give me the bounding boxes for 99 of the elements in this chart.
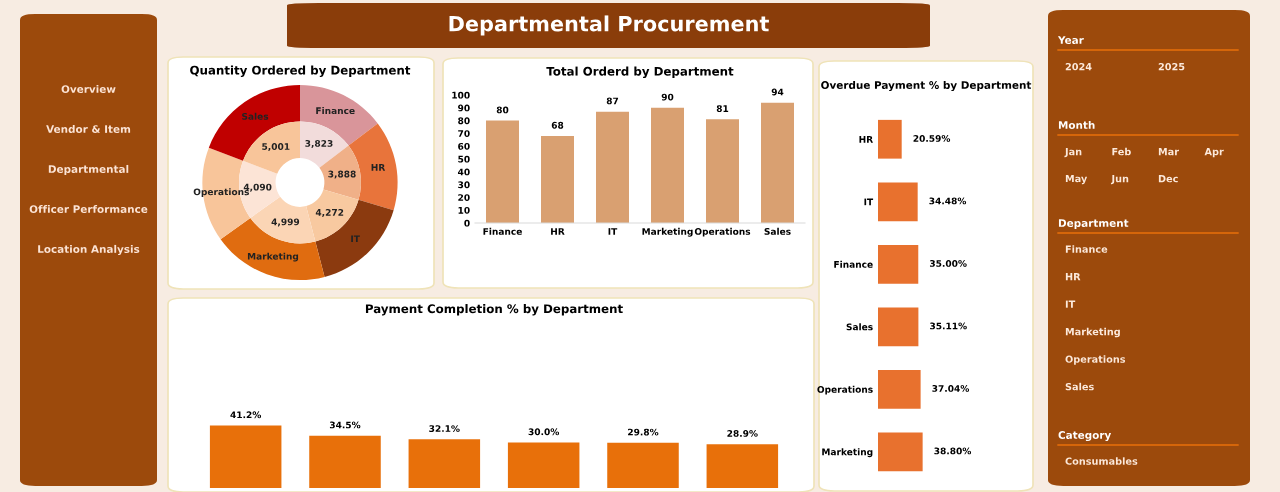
slice-label: Sales xyxy=(242,112,269,120)
data-label: 29.8% xyxy=(628,428,659,436)
slice-label: IT xyxy=(351,235,360,242)
text: Department xyxy=(1058,219,1129,230)
bar xyxy=(651,107,684,223)
text: HR xyxy=(1065,273,1081,281)
y-tick-label: Operations xyxy=(817,385,873,395)
bar xyxy=(878,307,919,347)
data-label: 4,999 xyxy=(271,218,300,227)
y-tick-label: 20 xyxy=(458,194,470,201)
bar xyxy=(761,102,794,223)
text: Vendor & Item xyxy=(46,124,131,134)
data-label: 41.2% xyxy=(230,411,262,419)
y-tick-label: 90 xyxy=(458,104,470,112)
bar xyxy=(541,135,574,223)
y-tick-label: 100 xyxy=(452,91,470,99)
y-tick-label: 70 xyxy=(458,130,470,137)
y-tick-label: 50 xyxy=(458,155,470,163)
text: IT xyxy=(1065,300,1076,308)
data-label: 90 xyxy=(661,93,674,101)
data-label: 5,001 xyxy=(262,143,290,152)
y-tick-label: Finance xyxy=(834,260,873,268)
y-tick-label: 30 xyxy=(458,181,470,189)
data-label: 35.00% xyxy=(929,260,967,267)
data-label: 34.48% xyxy=(929,197,967,205)
bar xyxy=(878,119,902,159)
text: 2024 xyxy=(1065,62,1092,71)
slice-label: HR xyxy=(371,164,386,171)
bar xyxy=(209,425,282,488)
data-label: 3,888 xyxy=(328,170,356,179)
bar xyxy=(878,369,921,409)
x-tick-label: HR xyxy=(551,228,565,235)
text: Finance xyxy=(1065,245,1108,253)
data-label: 38.80% xyxy=(934,447,972,455)
bar xyxy=(878,432,923,472)
chart-title: Payment Completion % by Department xyxy=(365,304,623,316)
x-tick-label: Marketing xyxy=(642,227,693,237)
x-tick-label: Sales xyxy=(764,227,791,235)
x-tick-label: Finance xyxy=(483,227,522,235)
text: Consumables xyxy=(1065,457,1138,465)
data-label: 32.1% xyxy=(429,425,460,432)
y-tick-label: IT xyxy=(864,198,874,206)
text: Apr xyxy=(1204,148,1224,158)
slice-label: Finance xyxy=(316,107,355,115)
bar xyxy=(596,111,629,223)
text: Location Analysis xyxy=(38,244,140,256)
data-label: 30.0% xyxy=(528,428,560,436)
text: Year xyxy=(1057,36,1084,45)
y-tick-label: 10 xyxy=(458,206,470,214)
y-tick-label: 80 xyxy=(458,117,470,125)
bar xyxy=(607,442,679,488)
text: Category xyxy=(1058,431,1112,442)
y-tick-label: 60 xyxy=(458,142,470,150)
data-label: 20.59% xyxy=(913,135,951,142)
text: Jun xyxy=(1110,175,1129,185)
bar xyxy=(706,119,739,223)
text: Dec xyxy=(1158,175,1178,183)
text: Operations xyxy=(1065,355,1126,365)
chart-title: Overdue Payment % by Department xyxy=(821,80,1032,92)
y-tick-label: 0 xyxy=(464,219,470,227)
x-tick-label: IT xyxy=(608,228,618,235)
data-label: 28.9% xyxy=(727,430,758,437)
text: Jan xyxy=(1064,148,1082,158)
data-label: 87 xyxy=(606,97,619,105)
slice-label: Marketing xyxy=(247,252,299,262)
y-tick-label: Sales xyxy=(846,323,873,331)
x-tick-label: Operations xyxy=(694,227,751,237)
text: Marketing xyxy=(1065,327,1120,338)
bar xyxy=(408,439,481,488)
bar xyxy=(706,444,779,488)
text: Officer Performance xyxy=(29,204,148,214)
bar xyxy=(507,442,580,488)
text: Feb xyxy=(1112,147,1131,156)
data-label: 80 xyxy=(496,106,509,114)
y-tick-label: HR xyxy=(859,136,873,143)
data-label: 34.5% xyxy=(329,421,361,429)
chart-title: Total Orderd by Department xyxy=(546,66,734,79)
bar xyxy=(878,244,919,284)
text: Departmental Procurement xyxy=(449,15,769,36)
y-tick-label: 40 xyxy=(457,168,470,176)
text: Mar xyxy=(1158,148,1179,156)
text: May xyxy=(1065,175,1088,185)
data-label: 3,823 xyxy=(305,140,333,149)
data-label: 4,272 xyxy=(315,208,344,217)
text: Sales xyxy=(1065,382,1094,391)
bar xyxy=(878,182,918,222)
text: Overview xyxy=(61,84,116,94)
data-label: 35.11% xyxy=(930,322,967,330)
data-label: 68 xyxy=(551,121,564,129)
text: Month xyxy=(1058,120,1095,130)
bar xyxy=(309,435,381,488)
data-label: 81 xyxy=(716,105,729,113)
data-label: 37.04% xyxy=(932,385,970,392)
text: Departmental xyxy=(48,164,129,176)
data-label: 94 xyxy=(771,88,784,96)
text: 2025 xyxy=(1158,62,1185,71)
chart-title: Quantity Ordered by Department xyxy=(190,65,411,77)
bar xyxy=(486,120,519,223)
y-tick-label: Marketing xyxy=(822,448,873,458)
